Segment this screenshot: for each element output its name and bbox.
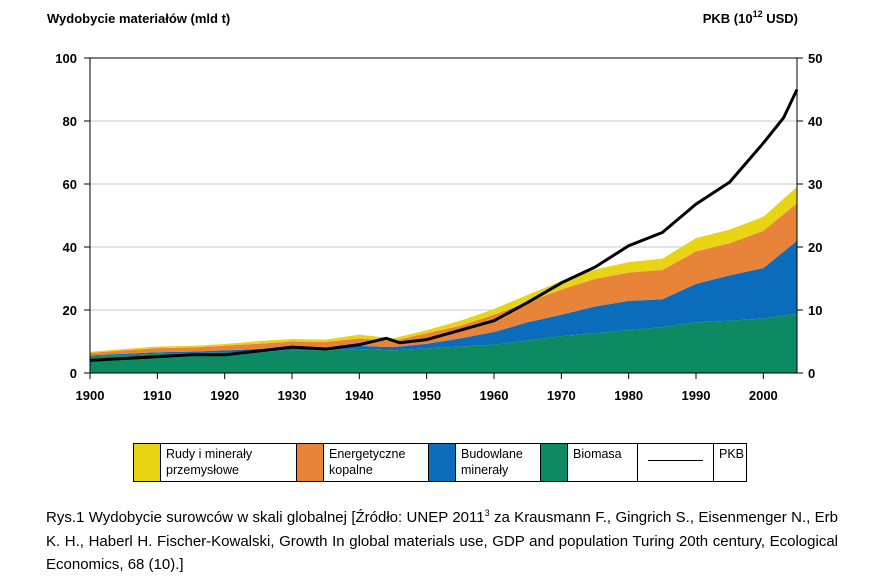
y2-tick-label: 10: [808, 303, 822, 318]
y2-tick-label: 30: [808, 177, 822, 192]
legend-item-biomass: Biomasa: [541, 444, 638, 481]
legend-item-construction: Budowlane minerały: [429, 444, 541, 481]
legend-swatch-construction: [429, 444, 456, 481]
legend-label-fossil-line1: Energetyczne: [329, 447, 406, 461]
legend-swatch-biomass: [541, 444, 568, 481]
stacked-areas: [90, 186, 797, 373]
left-axis-title: Wydobycie materiałów (mld t): [47, 11, 230, 26]
y-tick-label: 20: [63, 303, 77, 318]
y-tick-label: 80: [63, 114, 77, 129]
x-tick-label: 2000: [749, 388, 778, 403]
x-tick-label: 1930: [278, 388, 307, 403]
area-biomasa: [90, 313, 797, 373]
gdp-line: [89, 88, 799, 362]
plot-frame: [89, 57, 798, 374]
legend-label-gdp: PKB: [719, 447, 745, 461]
x-tick-label: 1960: [480, 388, 509, 403]
x-tick-label: 1900: [76, 388, 105, 403]
right-axis-title: PKB (1012 USD): [703, 9, 798, 26]
y-tick-label: 40: [63, 240, 77, 255]
legend-label-fossil-line2: kopalne: [329, 463, 373, 477]
y-tick-label: 100: [55, 51, 77, 66]
legend-item-ores: Rudy i minerały przemysłowe: [134, 444, 297, 481]
x-tick-label: 1980: [614, 388, 643, 403]
x-tick-label: 1950: [412, 388, 441, 403]
legend-label-construction-line1: Budowlane: [461, 447, 523, 461]
x-tick-label: 1970: [547, 388, 576, 403]
x-tick-label: 1910: [143, 388, 172, 403]
right-y-axis-ticks: 0 10 20 30 40 50: [797, 51, 822, 381]
x-tick-label: 1940: [345, 388, 374, 403]
area-rudy-i-minera-y-przemys-owe: [90, 186, 797, 353]
legend-swatch-fossil: [297, 444, 324, 481]
x-axis-ticks: 1900 1910 1920 1930 1940 1950 1960 1970 1980 1990…: [76, 373, 778, 403]
figure-caption: Rys.1 Wydobycie surowców w skali globaln…: [46, 508, 839, 574]
x-tick-label: 1920: [210, 388, 239, 403]
legend-label-ores-line1: Rudy i minerały: [166, 447, 253, 461]
legend-label-construction-line2: minerały: [461, 463, 509, 477]
legend: Rudy i minerały przemysłowe Energetyczne k…: [133, 443, 747, 482]
y2-tick-label: 40: [808, 114, 822, 129]
legend-item-gdp: PKB: [638, 444, 746, 481]
legend-label-ores-line2: przemysłowe: [166, 463, 239, 477]
x-tick-label: 1990: [682, 388, 711, 403]
y2-tick-label: 20: [808, 240, 822, 255]
y-tick-label: 60: [63, 177, 77, 192]
legend-item-fossil: Energetyczne kopalne: [297, 444, 429, 481]
y-tick-label: 0: [70, 366, 77, 381]
gdp-line-layer: [89, 88, 799, 362]
y2-tick-label: 50: [808, 51, 822, 66]
legend-swatch-ores: [134, 444, 161, 481]
left-y-axis-ticks: 0 20 40 60 80 100: [55, 51, 90, 381]
y2-tick-label: 0: [808, 366, 815, 381]
legend-label-biomass: Biomasa: [573, 447, 622, 461]
area-energetyczne-kopalne: [90, 203, 797, 356]
legend-line-sample: [638, 444, 714, 481]
chart: Wydobycie materiałów (mld t) PKB (1012 U…: [47, 9, 822, 403]
area-budowlane-minera-y: [90, 240, 797, 357]
